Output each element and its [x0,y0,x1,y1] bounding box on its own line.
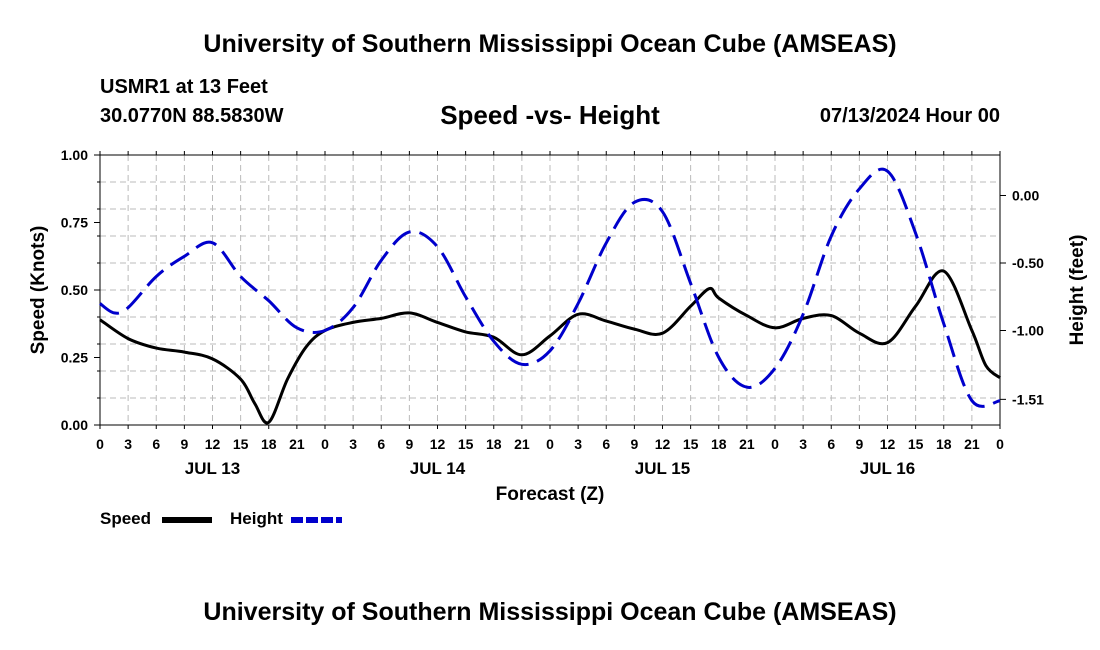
x-tick-label: 3 [349,436,357,452]
x-axis-label: Forecast (Z) [496,484,605,505]
x-tick-label: 21 [289,436,305,452]
station-label: USMR1 at 13 Feet [100,76,268,98]
y-tick-label: 1.00 [61,147,88,163]
x-tick-label: 6 [152,436,160,452]
x-tick-label: 15 [233,436,249,452]
x-tick-label: 3 [574,436,582,452]
x-tick-label: 18 [261,436,277,452]
series-line-speed [99,269,1002,425]
day-label: JUL 16 [860,459,915,478]
x-tick-label: 3 [799,436,807,452]
x-tick-label: 15 [683,436,699,452]
x-tick-label: 18 [936,436,952,452]
x-tick-label: 21 [964,436,980,452]
day-label: JUL 14 [410,459,466,478]
x-tick-label: 15 [908,436,924,452]
x-tick-label: 6 [827,436,835,452]
x-tick-label: 3 [124,436,132,452]
x-tick-label: 9 [405,436,413,452]
y-tick-label: 0.25 [61,350,88,366]
y2-tick-label: -1.51 [1012,391,1044,407]
x-tick-label: 9 [180,436,188,452]
day-label: JUL 15 [635,459,690,478]
series-line-height [99,167,1001,408]
day-label: JUL 13 [185,459,240,478]
x-tick-label: 15 [458,436,474,452]
y2-tick-label: -1.00 [1012,323,1044,339]
y2-tick-label: 0.00 [1012,188,1039,204]
x-tick-label: 18 [486,436,502,452]
chart-title: Speed -vs- Height [440,100,660,130]
y-tick-label: 0.75 [61,215,88,231]
x-tick-label: 18 [711,436,727,452]
x-tick-label: 0 [321,436,329,452]
station-coordinates: 30.0770N 88.5830W [100,105,284,127]
main-title: University of Southern Mississippi Ocean… [203,30,897,58]
x-tick-label: 6 [602,436,610,452]
x-tick-label: 0 [996,436,1004,452]
x-tick-label: 9 [855,436,863,452]
footer-title: University of Southern Mississippi Ocean… [203,598,897,626]
y-tick-label: 0.50 [61,282,88,298]
x-tick-label: 9 [630,436,638,452]
y-tick-label: 0.00 [61,417,88,433]
y2-tick-label: -0.50 [1012,255,1044,271]
x-tick-label: 12 [205,436,221,452]
x-tick-label: 6 [377,436,385,452]
x-tick-label: 21 [514,436,530,452]
y2-axis-label: Height (feet) [1067,235,1088,346]
x-tick-label: 0 [771,436,779,452]
legend-speed-label: Speed [100,509,152,528]
y-axis-label: Speed (Knots) [28,226,49,355]
x-tick-label: 12 [880,436,896,452]
x-tick-label: 0 [96,436,104,452]
forecast-run-time: 07/13/2024 Hour 00 [819,105,1000,127]
x-tick-label: 12 [430,436,446,452]
x-tick-label: 21 [739,436,755,452]
x-tick-label: 12 [655,436,671,452]
x-tick-label: 0 [546,436,554,452]
legend-height-label: Height [230,509,283,528]
